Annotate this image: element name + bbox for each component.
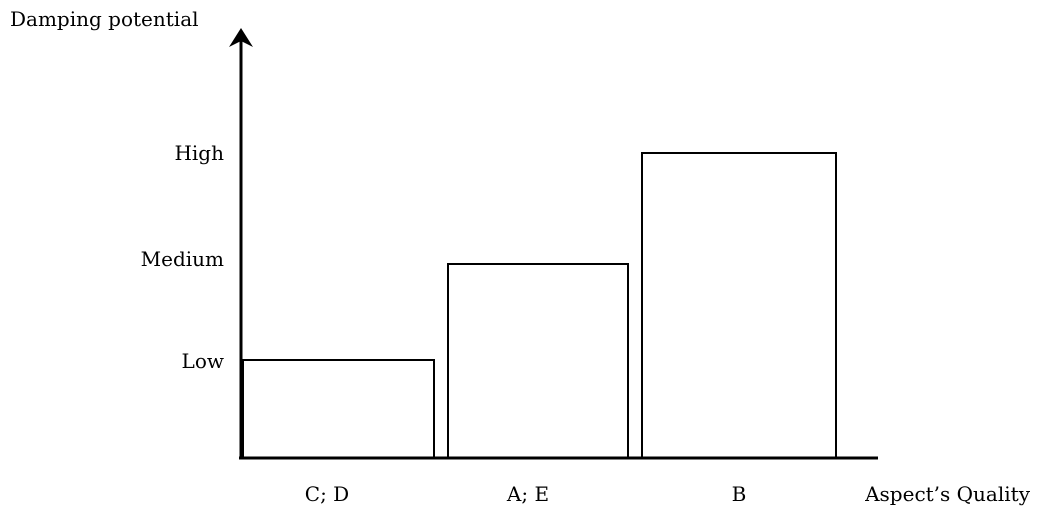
bar-ae <box>447 263 629 459</box>
x-tick-label-b: B <box>732 482 747 506</box>
y-axis-arrowhead <box>229 28 253 47</box>
bar-cd <box>242 359 435 459</box>
y-tick-label-low: Low <box>182 349 224 373</box>
y-axis-title: Damping potential <box>10 7 199 31</box>
x-tick-label-ae: A; E <box>506 482 549 506</box>
y-tick-label-medium: Medium <box>141 247 224 271</box>
x-axis-title: Aspect’s Quality <box>864 482 1031 506</box>
x-tick-label-cd: C; D <box>305 482 349 506</box>
bar-b <box>641 152 837 459</box>
y-tick-label-high: High <box>174 141 224 165</box>
bars-group <box>242 152 837 459</box>
